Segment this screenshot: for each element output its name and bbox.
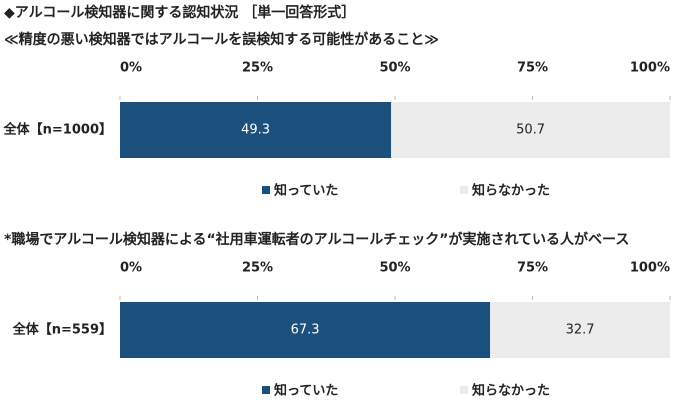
subtitle: ≪精度の悪い検知器ではアルコールを誤検知する可能性があること≫ xyxy=(4,31,439,48)
x-tick-label: 0% xyxy=(120,61,142,76)
value-label: 50.7 xyxy=(516,123,545,138)
x-tick-label: 50% xyxy=(379,61,410,76)
bar-segment xyxy=(490,302,670,358)
x-tick-label: 100% xyxy=(630,61,670,76)
title: ◆アルコール検知器に関する認知状況 ［単一回答形式］ xyxy=(4,4,355,21)
bar-segment xyxy=(120,302,491,358)
legend-swatch xyxy=(460,386,468,394)
x-tick-label: 50% xyxy=(379,261,410,276)
legend-swatch xyxy=(460,186,468,194)
x-tick-label: 0% xyxy=(120,261,142,276)
x-tick-label: 75% xyxy=(517,261,548,276)
value-label: 32.7 xyxy=(566,323,595,338)
legend-label: 知っていた xyxy=(274,383,338,399)
x-tick-label: 100% xyxy=(630,261,670,276)
x-tick-label: 25% xyxy=(242,261,273,276)
bar-segment xyxy=(391,102,670,158)
x-tick-label: 75% xyxy=(517,61,548,76)
legend-label: 知っていた xyxy=(274,183,338,199)
legend-swatch xyxy=(262,386,270,394)
bar-segment xyxy=(120,102,392,158)
value-label: 67.3 xyxy=(291,323,320,338)
value-label: 49.3 xyxy=(241,123,270,138)
legend-label: 知らなかった xyxy=(472,383,550,399)
legend-swatch xyxy=(262,186,270,194)
x-tick-label: 25% xyxy=(242,61,273,76)
note: *職場でアルコール検知器による“社用車運転者のアルコールチェック”が実施されてい… xyxy=(4,231,629,248)
category-label: 全体【n=559】 xyxy=(12,322,112,338)
category-label: 全体【n=1000】 xyxy=(3,122,112,138)
legend-label: 知らなかった xyxy=(472,183,550,199)
